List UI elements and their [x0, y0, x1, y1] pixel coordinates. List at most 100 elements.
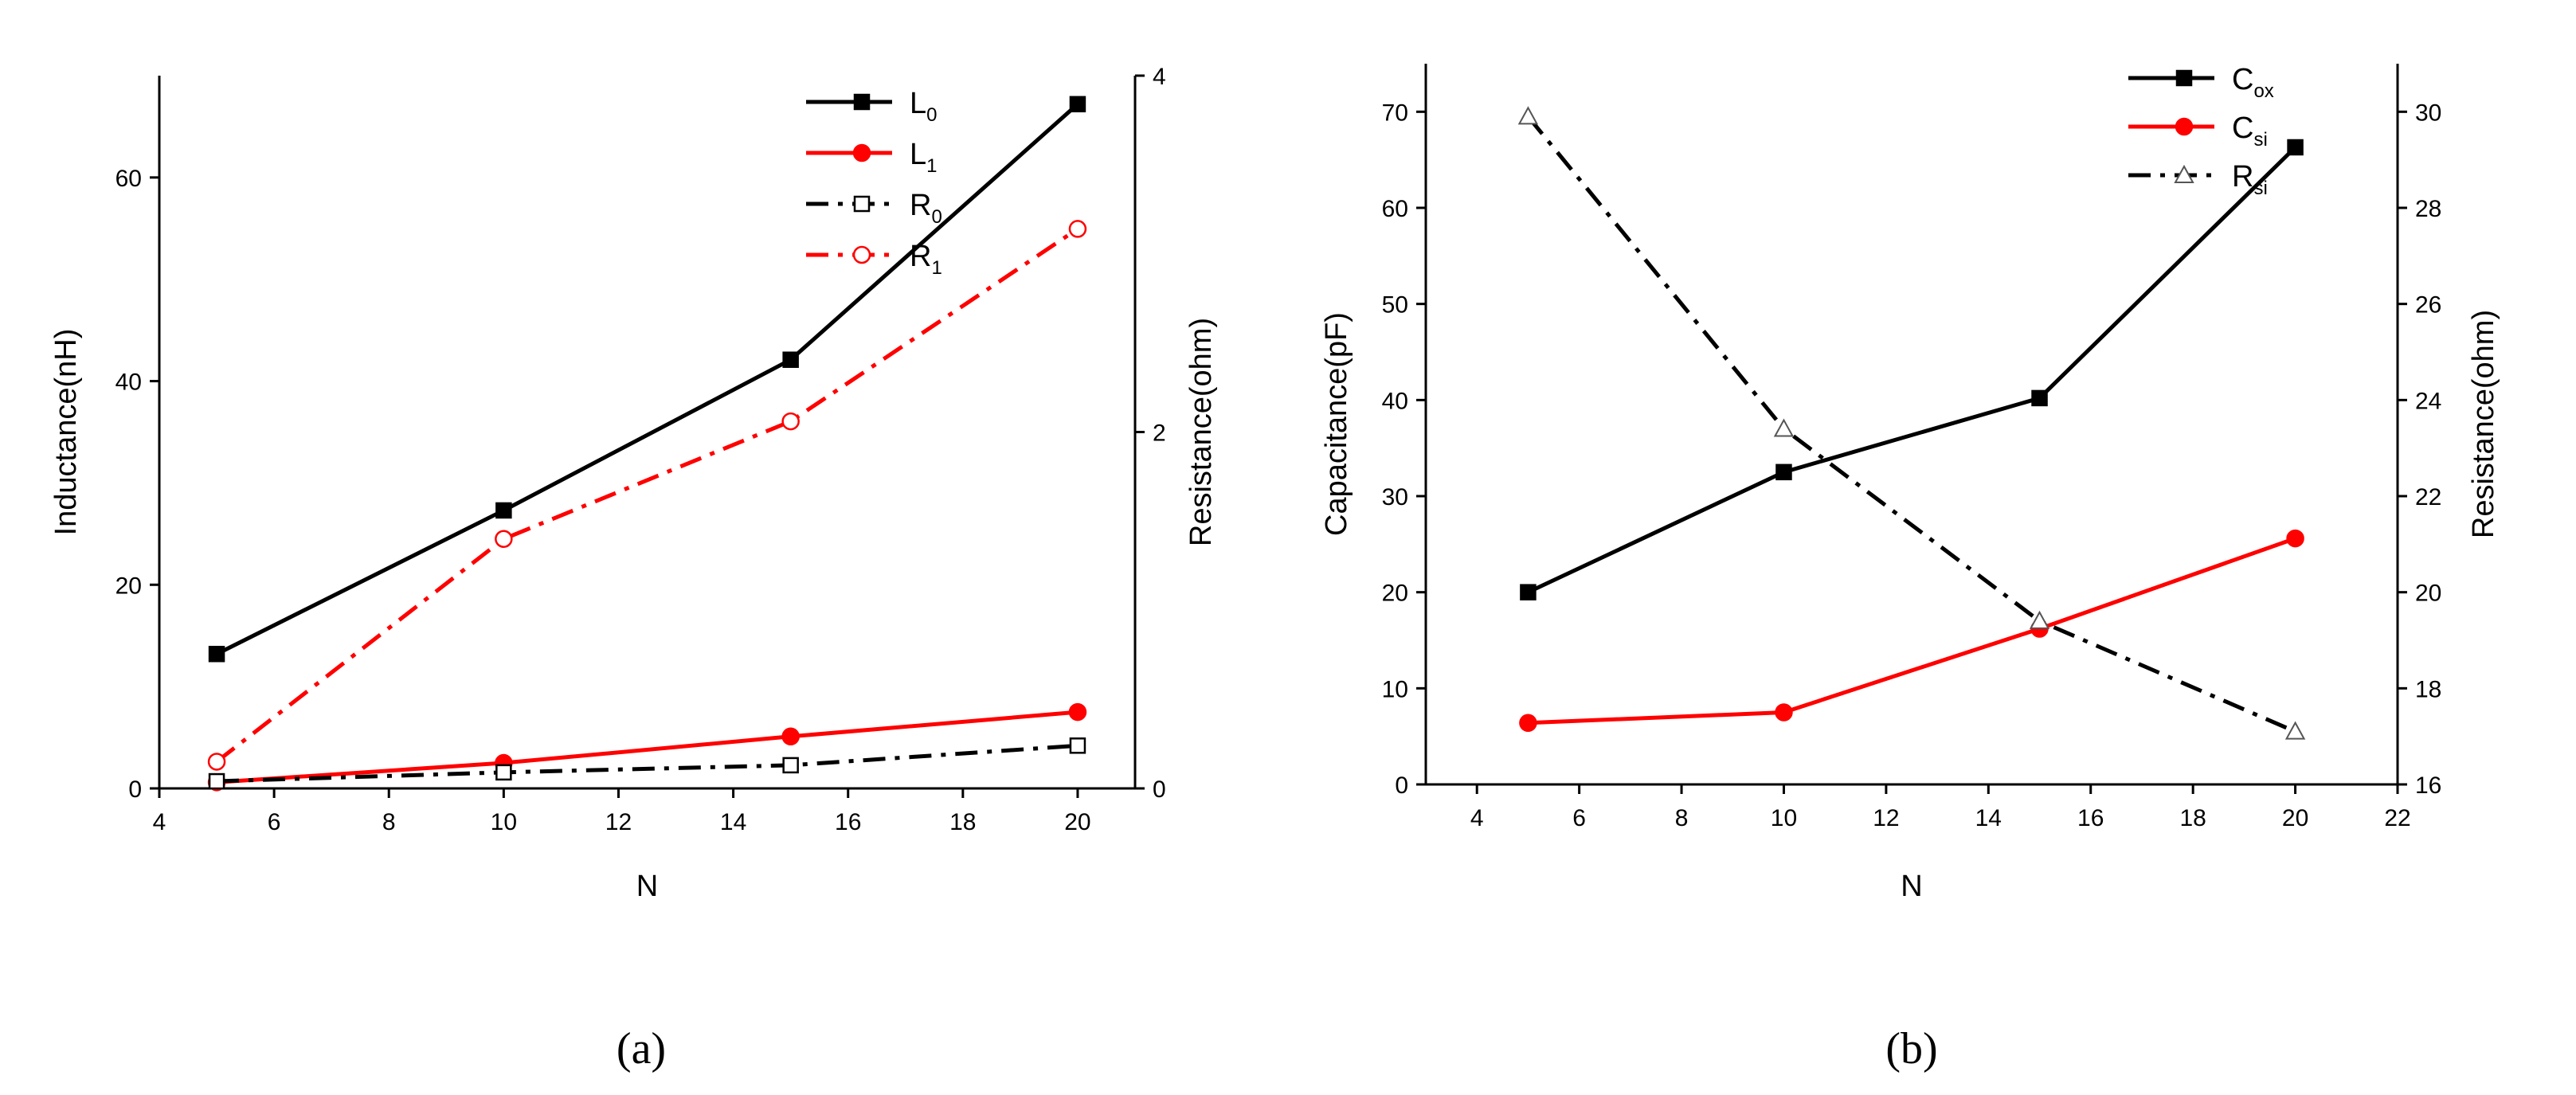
legend-entry: L1: [806, 138, 938, 177]
legend-entry: Cox: [2128, 63, 2274, 102]
right-y-tick-label: 24: [2415, 388, 2441, 414]
right-y-tick-label: 18: [2415, 676, 2441, 702]
left-y-tick-label: 40: [115, 370, 142, 396]
data-point: [781, 727, 800, 746]
data-point: [2029, 610, 2050, 629]
data-point: [782, 757, 799, 774]
data-point: [1519, 714, 1537, 733]
legend-label-subscript: 0: [931, 206, 942, 228]
legend-label: Rsi: [2232, 160, 2268, 199]
series-line: [1527, 146, 2297, 594]
left-y-tick-label: 0: [1395, 772, 1408, 799]
left-y-tick-label: 30: [1382, 484, 1408, 510]
left-y-tick-label: 20: [115, 573, 142, 599]
x-axis-label: N: [636, 870, 658, 903]
legend-label: L0: [910, 87, 938, 126]
series-l-0: [208, 96, 1086, 663]
x-tick-label: 4: [1470, 805, 1484, 831]
panel-label: (a): [617, 1024, 666, 1073]
legend-entry: R0: [806, 189, 942, 228]
series-r-si: [1517, 106, 2306, 740]
legend-label-subscript: si: [2253, 129, 2267, 151]
data-point: [495, 764, 512, 781]
left-y-tick-label: 0: [128, 776, 142, 803]
series-line: [216, 743, 1079, 784]
data-point: [495, 502, 512, 519]
data-point: [2287, 139, 2304, 156]
right-y-tick-label: 16: [2415, 772, 2441, 799]
legend-label-subscript: si: [2253, 178, 2267, 199]
legend-entry: L0: [806, 87, 938, 126]
x-axis-label: N: [1901, 870, 1922, 903]
right-y-axis-label: Resistance(ohm): [2467, 310, 2500, 538]
series-c-ox: [1520, 139, 2304, 600]
legend-marker: [2174, 164, 2194, 183]
data-point: [781, 412, 800, 431]
data-point: [495, 530, 513, 548]
x-tick-label: 10: [1771, 805, 1797, 831]
legend-marker: [2175, 69, 2193, 87]
legend-marker: [853, 93, 871, 111]
chart-panel-a: 4 6 8 10 12 14 16 18 200204060024NInductance(nH)…: [49, 64, 1218, 1073]
legend-marker: [853, 195, 871, 213]
x-tick-label: 12: [605, 809, 632, 835]
x-tick-label: 20: [2282, 805, 2308, 831]
legend-label-subscript: ox: [2253, 80, 2273, 102]
data-point: [1775, 463, 1792, 481]
x-tick-label: 8: [382, 809, 396, 835]
series-line: [1526, 115, 2296, 733]
series-r-0: [208, 737, 1086, 790]
legend-label: R0: [910, 189, 942, 228]
x-tick-label: 14: [1975, 805, 2002, 831]
x-tick-label: 8: [1675, 805, 1689, 831]
left-y-tick-label: 10: [1382, 676, 1408, 702]
x-tick-label: 18: [2179, 805, 2206, 831]
x-tick-label: 16: [835, 809, 861, 835]
data-point: [1068, 702, 1087, 722]
legend-entry: R1: [806, 240, 942, 279]
left-y-tick-label: 60: [1382, 196, 1408, 222]
x-tick-label: 18: [949, 809, 976, 835]
data-point: [207, 753, 226, 771]
left-y-tick-label: 50: [1382, 292, 1408, 319]
x-tick-label: 22: [2384, 805, 2410, 831]
panel-label: (b): [1885, 1024, 1937, 1073]
chart-panel-b: 4 6 8 10 12 14 16 18 20 22 0 10 20 30 40 50 60 70 16 18 20 22…: [1320, 63, 2500, 1073]
left-y-tick-label: 70: [1382, 100, 1408, 126]
series-line: [216, 710, 1079, 784]
x-tick-label: 16: [2077, 805, 2104, 831]
data-point: [1773, 418, 1795, 437]
right-y-tick-label: 20: [2415, 581, 2441, 607]
series-line: [215, 102, 1079, 656]
series-r-1: [207, 220, 1087, 771]
data-point: [1775, 703, 1793, 722]
x-tick-label: 12: [1873, 805, 1899, 831]
data-point: [1517, 106, 1539, 125]
legend-marker: [2175, 117, 2194, 136]
right-y-tick-label: 30: [2415, 100, 2441, 126]
legend-label-subscript: 1: [926, 155, 937, 177]
x-tick-label: 10: [491, 809, 517, 835]
legend-label: Csi: [2232, 111, 2268, 151]
x-tick-label: 20: [1064, 809, 1090, 835]
series-line: [215, 227, 1079, 764]
left-y-tick-label: 60: [115, 166, 142, 192]
legend-label-subscript: 0: [926, 104, 937, 126]
legend-entry: Rsi: [2128, 160, 2268, 199]
right-y-tick-label: 2: [1153, 420, 1166, 447]
right-y-tick-label: 0: [1153, 776, 1166, 803]
legend-marker: [852, 245, 871, 264]
data-point: [1068, 220, 1087, 238]
data-point: [2031, 389, 2048, 407]
series-line: [1528, 536, 2296, 725]
left-y-tick-label: 40: [1382, 388, 1408, 414]
series-l-1: [207, 702, 1087, 792]
left-y-axis-label: Inductance(nH): [49, 329, 83, 536]
data-point: [208, 645, 225, 663]
x-tick-label: 14: [720, 809, 746, 835]
data-point: [1069, 737, 1086, 754]
legend-entry: Csi: [2128, 111, 2268, 151]
data-point: [2286, 529, 2304, 548]
data-point: [782, 351, 799, 368]
